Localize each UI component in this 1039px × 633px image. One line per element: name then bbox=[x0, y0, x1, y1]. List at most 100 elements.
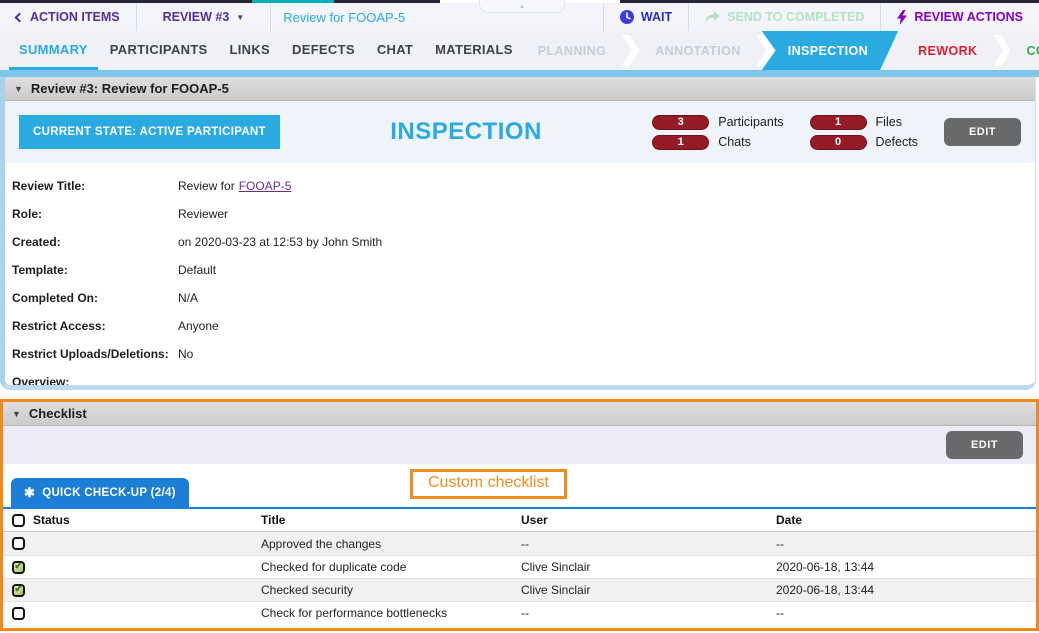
table-row: Checked security Clive Sinclair 2020-06-… bbox=[3, 578, 1036, 601]
participants-count-badge: 3 bbox=[652, 114, 710, 130]
collapse-triangle-icon: ▼ bbox=[12, 408, 21, 419]
row-date: -- bbox=[776, 536, 784, 551]
wait-label: WAIT bbox=[640, 10, 673, 24]
row-date: -- bbox=[776, 606, 784, 620]
phase-title: INSPECTION bbox=[390, 118, 542, 145]
accent-teal-indicator bbox=[252, 0, 334, 3]
collapse-triangle-icon: ▼ bbox=[14, 83, 23, 94]
asterisk-icon: ✱ bbox=[24, 485, 36, 500]
stat-defects: 0 Defects bbox=[809, 134, 918, 150]
row-title: Checked security bbox=[261, 583, 354, 597]
back-chevron-icon bbox=[14, 12, 25, 22]
checklist-section-header[interactable]: ▼ Checklist bbox=[3, 402, 1036, 426]
tab-links[interactable]: LINKS bbox=[229, 41, 271, 57]
tab-chat[interactable]: CHAT bbox=[376, 41, 414, 57]
row-date: 2020-06-18, 13:44 bbox=[776, 560, 875, 574]
row-user: -- bbox=[521, 536, 529, 551]
top-accent-bar bbox=[0, 0, 1039, 3]
send-arrow-icon bbox=[705, 11, 721, 23]
table-row: Approved the changes -- -- bbox=[3, 532, 1036, 555]
workflow-stage-bar: PLANNING ANNOTATION INSPECTION REWORK CO… bbox=[524, 31, 1039, 70]
checklist-panel: ▼ Checklist EDIT ✱ QUICK CHECK-UP (2/4) … bbox=[0, 399, 1039, 631]
chevron-down-icon: ▼ bbox=[236, 12, 245, 22]
quick-check-up-label: QUICK CHECK-UP (2/4) bbox=[42, 487, 176, 499]
clock-icon bbox=[619, 10, 634, 24]
summary-section-title: Review #3: Review for FOOAP-5 bbox=[30, 81, 229, 96]
defects-count-badge: 0 bbox=[809, 134, 867, 150]
review-title-link[interactable]: Review for FOOAP-5 bbox=[283, 9, 406, 25]
row-title: Approved the changes bbox=[261, 536, 382, 551]
row-status-checkbox-0[interactable] bbox=[12, 537, 25, 550]
toolbar-divider bbox=[602, 3, 604, 31]
lightning-bolt-icon bbox=[897, 9, 908, 25]
review-actions-button[interactable]: REVIEW ACTIONS bbox=[881, 3, 1039, 31]
row-status-checkbox-3[interactable] bbox=[12, 606, 25, 620]
review-summary-panel: ▼ Review #3: Review for FOOAP-5 CURRENT … bbox=[0, 77, 1036, 390]
row-user: Clive Sinclair bbox=[521, 560, 591, 574]
summary-section-header[interactable]: ▼ Review #3: Review for FOOAP-5 bbox=[5, 77, 1035, 101]
row-user: Clive Sinclair bbox=[521, 583, 591, 597]
tab-defects[interactable]: DEFECTS bbox=[292, 41, 355, 57]
column-header-title: Title bbox=[261, 513, 286, 527]
action-items-label: ACTION ITEMS bbox=[30, 10, 120, 24]
stage-rework: REWORK bbox=[918, 43, 978, 58]
tab-participants[interactable]: PARTICIPANTS bbox=[109, 41, 208, 57]
checklist-toolbar-band: EDIT bbox=[3, 426, 1036, 464]
toolbar-divider bbox=[880, 3, 882, 31]
collapse-handle[interactable]: ▴ bbox=[479, 0, 565, 13]
table-row: Checked for duplicate code Clive Sinclai… bbox=[3, 555, 1036, 578]
send-to-completed-label: SEND TO COMPLETED bbox=[727, 10, 865, 24]
row-title: Check for performance bottlenecks bbox=[261, 606, 448, 620]
accent-segment bbox=[620, 0, 1039, 3]
review-actions-label: REVIEW ACTIONS bbox=[914, 10, 1023, 24]
column-header-user: User bbox=[521, 513, 548, 527]
review-stats: 3 Participants 1 Files 1 Chats 0 Defects bbox=[652, 114, 918, 150]
review-menu-button[interactable]: REVIEW #3 ▼ bbox=[137, 3, 271, 31]
action-items-button[interactable]: ACTION ITEMS bbox=[0, 3, 136, 31]
checklist-table-header: Status Title User Date bbox=[3, 509, 1036, 532]
summary-info-band: CURRENT STATE: ACTIVE PARTICIPANT INSPEC… bbox=[5, 101, 1035, 163]
tab-materials[interactable]: MATERIALS bbox=[435, 41, 513, 57]
stage-annotation: ANNOTATION bbox=[655, 43, 741, 58]
field-role: Role: Reviewer bbox=[12, 207, 229, 221]
field-template: Template: Default bbox=[12, 263, 217, 277]
checklist-tab-zone: ✱ QUICK CHECK-UP (2/4) Custom checklist bbox=[3, 464, 1036, 507]
wait-button[interactable]: WAIT bbox=[604, 3, 688, 31]
accent-segment bbox=[0, 0, 440, 3]
checklist-edit-button[interactable]: EDIT bbox=[945, 431, 1023, 459]
files-count-badge: 1 bbox=[809, 114, 867, 130]
stage-chevron-icon bbox=[993, 35, 1011, 66]
issue-link[interactable]: FOOAP-5 bbox=[238, 179, 292, 193]
checklist-table: Status Title User Date Approved the chan… bbox=[3, 507, 1036, 624]
summary-edit-button[interactable]: EDIT bbox=[943, 118, 1021, 146]
chats-count-badge: 1 bbox=[652, 134, 710, 150]
panel-top-strip bbox=[0, 70, 1039, 77]
field-restrict-uploads: Restrict Uploads/Deletions: No bbox=[12, 347, 194, 361]
row-title: Checked for duplicate code bbox=[261, 560, 407, 574]
custom-checklist-callout: Custom checklist bbox=[410, 469, 567, 499]
toolbar-divider bbox=[688, 3, 690, 31]
row-status-checkbox-2[interactable] bbox=[12, 583, 25, 597]
collapse-handle-arrow-icon: ▴ bbox=[520, 3, 524, 10]
toolbar-divider bbox=[270, 3, 272, 31]
field-review-title: Review Title: Review for FOOAP-5 bbox=[12, 179, 292, 193]
stage-inspection-current: INSPECTION bbox=[762, 31, 898, 70]
column-header-status: Status bbox=[33, 513, 70, 527]
field-created: Created: on 2020-03-23 at 12:53 by John … bbox=[12, 235, 383, 249]
tab-quick-check-up[interactable]: ✱ QUICK CHECK-UP (2/4) bbox=[11, 478, 189, 507]
send-to-completed-button[interactable]: SEND TO COMPLETED bbox=[689, 3, 880, 31]
current-state-badge: CURRENT STATE: ACTIVE PARTICIPANT bbox=[19, 115, 280, 149]
field-restrict-access: Restrict Access: Anyone bbox=[12, 319, 219, 333]
select-all-checkbox[interactable] bbox=[12, 513, 25, 527]
row-user: -- bbox=[521, 606, 529, 620]
column-header-date: Date bbox=[776, 513, 803, 527]
summary-fields: Review Title: Review for FOOAP-5 Role: R… bbox=[5, 163, 1035, 385]
review-tabs: SUMMARY PARTICIPANTS LINKS DEFECTS CHAT … bbox=[0, 31, 524, 70]
stat-files: 1 Files bbox=[809, 114, 918, 130]
row-date: 2020-06-18, 13:44 bbox=[776, 583, 875, 597]
toolbar-divider bbox=[135, 3, 137, 31]
tab-summary[interactable]: SUMMARY bbox=[9, 31, 98, 70]
row-status-checkbox-1[interactable] bbox=[12, 560, 25, 574]
review-menu-label: REVIEW #3 bbox=[162, 10, 230, 24]
tab-bar: SUMMARY PARTICIPANTS LINKS DEFECTS CHAT … bbox=[0, 31, 1039, 70]
